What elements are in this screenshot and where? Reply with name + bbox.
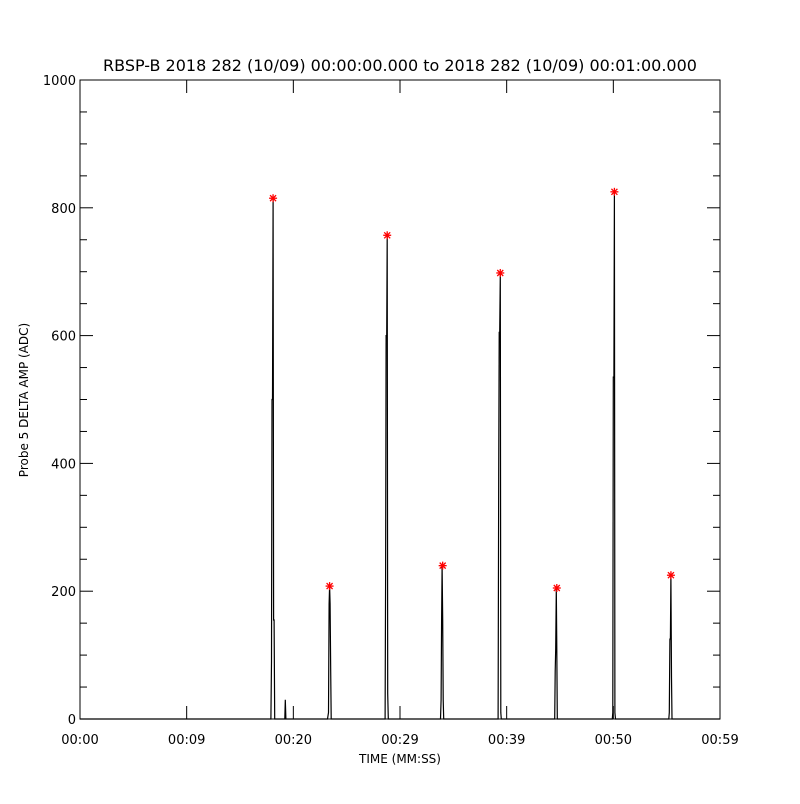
y-axis-label: Probe 5 DELTA AMP (ADC) — [17, 323, 31, 477]
peak-marker-stroke — [610, 188, 618, 196]
x-tick-label: 00:59 — [701, 733, 738, 748]
peak-marker — [552, 584, 561, 593]
peak-marker-stroke — [439, 562, 447, 570]
peak-marker-stroke — [496, 269, 504, 277]
peak-marker — [325, 582, 334, 591]
peak-marker — [438, 561, 447, 570]
peak-marker — [383, 231, 392, 240]
peak-marker — [269, 194, 278, 203]
x-tick-label: 00:50 — [595, 733, 632, 748]
y-tick-label: 400 — [51, 457, 76, 472]
plot-frame — [79, 79, 721, 720]
x-tick-label: 00:00 — [61, 733, 98, 748]
x-tick-label: 00:09 — [168, 733, 205, 748]
y-tick-label: 200 — [51, 585, 76, 600]
peak-marker-stroke — [667, 571, 675, 579]
peak-marker-stroke — [383, 231, 391, 239]
y-tick-label: 0 — [68, 713, 76, 728]
y-tick-label: 1000 — [43, 74, 76, 89]
peak-marker — [666, 571, 675, 580]
x-tick-label: 00:20 — [275, 733, 312, 748]
peak-marker-stroke — [326, 582, 334, 590]
peak-marker — [610, 187, 619, 196]
peak-marker-stroke — [553, 584, 561, 592]
x-axis-label: TIME (MM:SS) — [358, 752, 441, 766]
y-tick-label: 800 — [51, 202, 76, 217]
data-trace-line — [80, 191, 720, 720]
peak-marker — [496, 268, 505, 277]
y-tick-label: 600 — [51, 330, 76, 345]
peak-marker-stroke — [269, 194, 277, 202]
chart-title: RBSP-B 2018 282 (10/09) 00:00:00.000 to … — [103, 56, 697, 75]
x-tick-label: 00:29 — [381, 733, 418, 748]
x-tick-label: 00:39 — [488, 733, 525, 748]
